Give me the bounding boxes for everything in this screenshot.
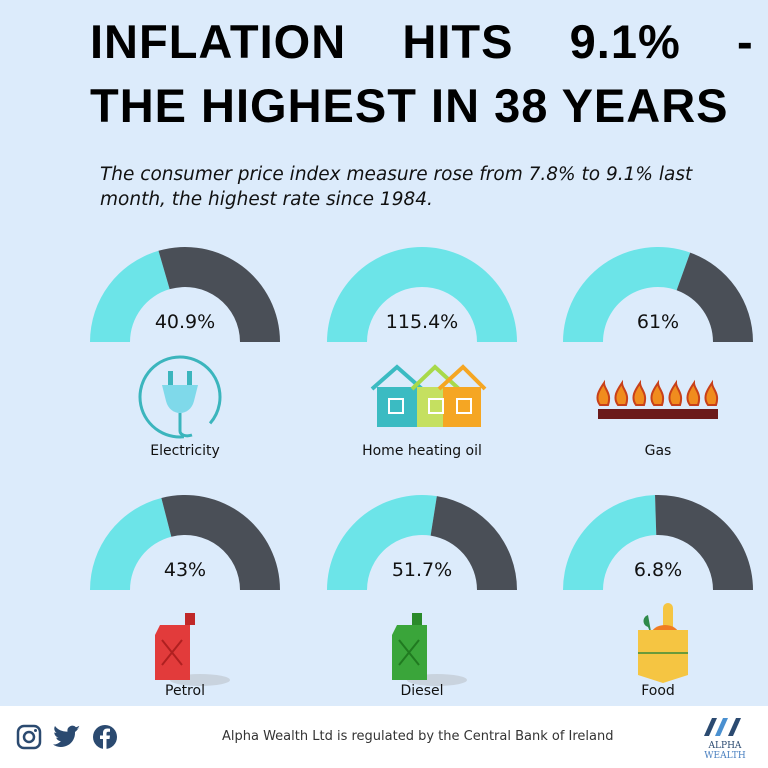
instagram-icon[interactable]: [16, 724, 42, 750]
green-jerrycan-icon: [392, 613, 467, 686]
gauge-card-home-heating-oil: 115.4% Home heating oil: [322, 247, 522, 477]
plug-icon: [138, 355, 222, 439]
gauge: [563, 247, 753, 342]
gauge-fill: [563, 495, 657, 590]
gauge-value: 61%: [636, 311, 680, 333]
alpha-wealth-logo: ALPHA WEALTH: [700, 716, 750, 761]
footer: Alpha Wealth Ltd is regulated by the Cen…: [0, 706, 768, 768]
twitter-icon[interactable]: [52, 724, 82, 750]
gauge-fill: [327, 495, 437, 590]
regulatory-notice: Alpha Wealth Ltd is regulated by the Cen…: [222, 729, 614, 744]
gauge-remainder: [161, 495, 280, 590]
facebook-icon[interactable]: [92, 724, 118, 750]
gauge-label: Food: [641, 683, 675, 699]
gauge: [563, 495, 753, 590]
gauge-card-food: 6.8% Food: [558, 495, 758, 725]
gauge-card-gas: 61% Gas: [558, 247, 758, 477]
gauge-label: Electricity: [150, 443, 220, 459]
logo-text-1: ALPHA: [708, 741, 742, 751]
gauge-fill: [90, 250, 170, 342]
subtitle: The consumer price index measure rose fr…: [100, 164, 693, 210]
gas-flame-icon: [596, 379, 719, 419]
grocery-bag-icon: [638, 603, 688, 683]
gauge-value: 43%: [163, 559, 207, 581]
gauge-label: Home heating oil: [362, 443, 482, 459]
gauge-card-petrol: 43% Petrol: [85, 495, 285, 725]
gauge-value: 40.9%: [154, 311, 216, 333]
title-line-2: THE HIGHEST IN 38 YEARS: [90, 79, 729, 132]
gauge-value: 6.8%: [633, 559, 683, 581]
gauge-remainder: [430, 496, 517, 590]
gauge-fill: [90, 497, 172, 590]
gauge-remainder: [158, 247, 280, 342]
gauge-card-diesel: 51.7% Diesel: [322, 495, 522, 725]
gauge-card-electricity: 40.9% Electricity: [85, 247, 285, 477]
gauge-label: Diesel: [400, 683, 444, 699]
gauge-label: Petrol: [165, 683, 205, 699]
logo-text-2: WEALTH: [704, 751, 746, 761]
gauge-fill: [563, 247, 691, 342]
gauge: [90, 495, 280, 590]
gauge-remainder: [655, 495, 753, 590]
logo-mark-icon: [704, 718, 741, 736]
gauge-value: 51.7%: [391, 559, 453, 581]
gauge-remainder: [676, 252, 753, 342]
gauge-fill: [327, 247, 517, 342]
gauge-value: 115.4%: [385, 311, 459, 333]
red-jerrycan-icon: [155, 613, 230, 686]
gauge: [327, 247, 517, 342]
gauge: [90, 247, 280, 342]
gauge: [327, 495, 517, 590]
houses-icon: [370, 364, 487, 427]
title-line-1: INFLATION HITS 9.1% -: [90, 15, 754, 68]
gauge-label: Gas: [644, 443, 672, 459]
